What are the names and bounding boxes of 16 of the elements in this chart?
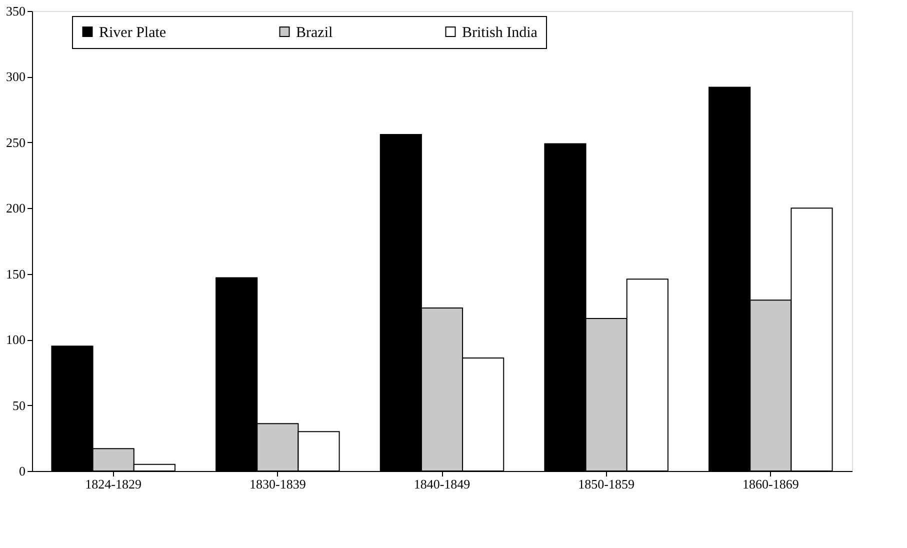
x-tick-label: 1840-1849 bbox=[414, 476, 470, 492]
x-tick-label: 1824-1829 bbox=[85, 476, 142, 492]
y-tick-label: 250 bbox=[6, 134, 26, 150]
y-tick-label: 50 bbox=[12, 398, 26, 413]
y-tick-label: 350 bbox=[6, 4, 26, 18]
legend-label: Brazil bbox=[296, 24, 333, 41]
y-tick-label: 100 bbox=[6, 332, 26, 348]
x-tick-label: 1830-1839 bbox=[250, 476, 306, 492]
legend-label: River Plate bbox=[99, 24, 166, 41]
y-tick-label: 300 bbox=[6, 69, 26, 84]
y-tick-label: 150 bbox=[6, 266, 26, 282]
y-tick-label: 0 bbox=[19, 464, 26, 478]
x-tick-label: 1850-1859 bbox=[578, 476, 634, 492]
legend-label: British India bbox=[462, 24, 538, 41]
y-tick-label: 200 bbox=[6, 200, 26, 216]
x-tick-label: 1860-1869 bbox=[742, 476, 799, 492]
